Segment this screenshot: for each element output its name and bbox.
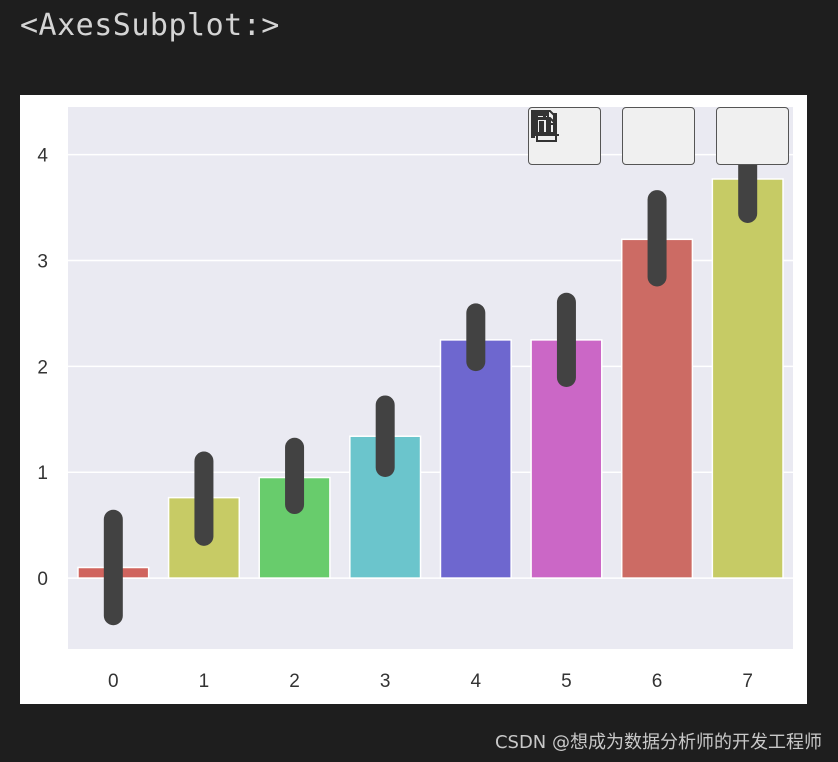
x-tick-label: 0 xyxy=(108,671,119,692)
chart-button[interactable] xyxy=(531,107,695,165)
watermark: CSDN @想成为数据分析师的开发工程师 xyxy=(494,732,822,753)
floppy-disk-icon xyxy=(531,110,555,134)
x-tick-label: 3 xyxy=(380,671,391,692)
x-tick-label: 2 xyxy=(289,671,300,692)
x-tick-label: 7 xyxy=(742,671,753,692)
x-tick-label: 4 xyxy=(471,671,482,692)
y-tick-label: 3 xyxy=(37,251,48,272)
y-tick-label: 1 xyxy=(37,463,48,484)
bar-chart: 0 1 2 3 4 0 1 2 3 4 5 6 7 xyxy=(37,107,793,692)
y-tick-label: 2 xyxy=(37,357,48,378)
x-tick-label: 1 xyxy=(199,671,210,692)
y-tick-label: 0 xyxy=(37,569,48,590)
x-tick-label: 5 xyxy=(561,671,572,692)
bar xyxy=(439,339,512,579)
x-tick-label: 6 xyxy=(652,671,663,692)
chart-toolbar xyxy=(528,107,789,165)
bar xyxy=(620,238,694,579)
chart-figure: 0 1 2 3 4 0 1 2 3 4 5 6 7 xyxy=(20,95,807,704)
bar xyxy=(711,178,784,579)
save-button[interactable] xyxy=(531,107,789,165)
y-tick-label: 4 xyxy=(37,146,48,167)
output-label: <AxesSubplot:> xyxy=(20,8,280,43)
